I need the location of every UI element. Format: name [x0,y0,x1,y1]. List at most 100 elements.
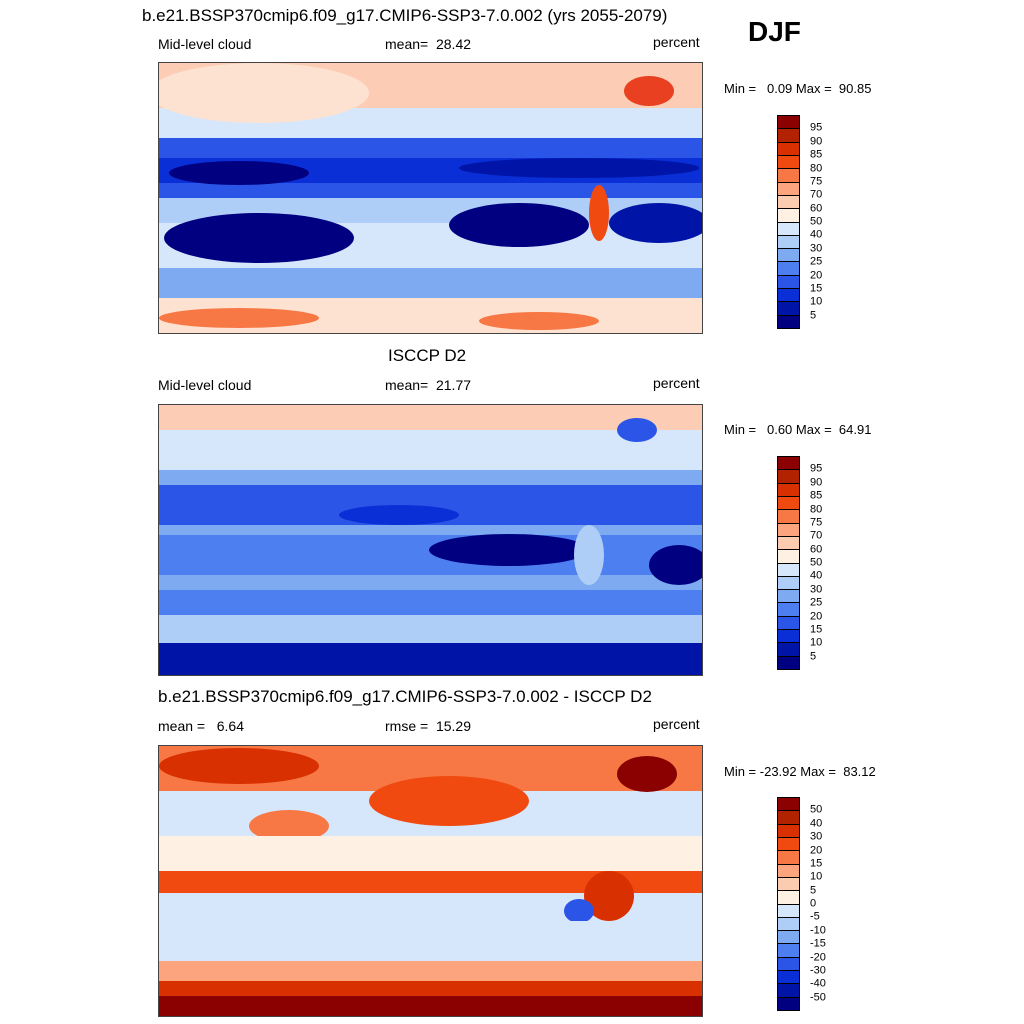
colorbar-box [778,496,799,511]
colorbar-level-label: -15 [810,937,826,950]
colorbar-box [778,470,799,484]
colorbar-level-label: 60 [810,543,823,556]
panel3-colorbar-labels: 50 40 30 20 15 10 5 0 -5 -10 -15 -20 -30 -40 -50 [810,797,850,1011]
colorbar-box [778,997,799,1010]
colorbar-box [778,249,799,263]
panel2-variable-label: Mid-level cloud [158,377,252,393]
panel2-title: ISCCP D2 [388,346,467,365]
colorbar-level-label: 95 [810,121,823,134]
colorbar-box [778,891,799,905]
colorbar-box [778,590,799,604]
colorbar-box [778,289,799,303]
colorbar-level-label: 40 [810,569,823,582]
colorbar-box [778,957,799,972]
colorbar-level-label: 15 [810,623,823,636]
colorbar-box [778,550,799,564]
panel3-map [158,745,703,1017]
panel1-mean-label: mean= 28.42 [385,36,472,52]
season-label: DJF [748,16,801,47]
colorbar-box [778,262,799,276]
colorbar-box [778,142,799,156]
colorbar-level-label: 75 [810,175,823,188]
colorbar-level-label: 60 [810,202,823,215]
colorbar-box [778,944,799,958]
panel1-minmax: Min = 0.09 Max = 90.85 [724,81,872,96]
colorbar-box [778,222,799,236]
panel1-variable-label: Mid-level cloud [158,36,252,52]
panel3-rmse-label: rmse = 15.29 [385,718,471,734]
colorbar-box [778,116,799,130]
colorbar-box [778,656,799,669]
colorbar-level-label: 70 [810,529,823,542]
colorbar-level-label: 95 [810,462,823,475]
colorbar-box [778,798,799,812]
colorbar-box [778,275,799,290]
colorbar-box [778,984,799,998]
colorbar-level-label: 10 [810,295,823,308]
colorbar-box [778,971,799,985]
colorbar-box [778,824,799,838]
colorbar-level-label: -30 [810,964,826,977]
colorbar-box [778,129,799,143]
colorbar-level-label: 5 [810,650,817,663]
colorbar-level-label: 80 [810,503,823,515]
colorbar-level-label: 70 [810,188,823,201]
colorbar-box [778,209,799,223]
colorbar-level-label: 0 [810,897,817,910]
colorbar-level-label: 40 [810,228,823,241]
panel1-title: b.e21.BSSP370cmip6.f09_g17.CMIP6-SSP3-7.… [142,6,668,25]
colorbar-box [778,235,799,250]
colorbar-box [778,483,799,497]
colorbar-box [778,603,799,617]
colorbar-level-label: 25 [810,255,823,268]
panel3-mean-label: mean = 6.64 [158,718,245,734]
colorbar-level-label: 50 [810,556,823,569]
colorbar-level-label: 40 [810,817,823,830]
colorbar-level-label: 30 [810,583,823,596]
colorbar-box [778,643,799,657]
colorbar-level-label: 10 [810,636,823,649]
colorbar-level-label: 50 [810,803,823,816]
colorbar-box [778,457,799,471]
colorbar-box [778,510,799,524]
colorbar-box [778,931,799,945]
colorbar-box [778,851,799,865]
colorbar-level-label: -20 [810,951,826,963]
colorbar-level-label: 25 [810,596,823,609]
panel1-units-label: percent [653,34,700,50]
colorbar-level-label: -5 [810,910,820,923]
colorbar-box [778,523,799,537]
colorbar-level-label: 90 [810,135,823,148]
colorbar-level-label: 20 [810,844,823,856]
panel3-title: b.e21.BSSP370cmip6.f09_g17.CMIP6-SSP3-7.… [158,687,652,706]
panel2-mean-label: mean= 21.77 [385,377,472,393]
panel1-colorbar-labels: 95 90 85 80 75 70 60 50 40 30 25 20 15 10 5 [810,115,850,329]
panel3-colorbar [777,797,800,1011]
colorbar-box [778,315,799,328]
panel2-map [158,404,703,676]
colorbar-box [778,169,799,183]
colorbar-box [778,904,799,918]
panel3-units-label: percent [653,716,700,732]
panel2-minmax: Min = 0.60 Max = 64.91 [724,422,872,437]
colorbar-box [778,536,799,551]
colorbar-level-label: 30 [810,830,823,843]
panel2-colorbar-labels: 95 90 85 80 75 70 60 50 40 30 25 20 15 10 5 [810,456,850,670]
colorbar-level-label: -50 [810,991,826,1004]
colorbar-box [778,195,799,210]
colorbar-level-label: 85 [810,148,823,161]
colorbar-level-label: 75 [810,516,823,529]
colorbar-box [778,811,799,825]
colorbar-level-label: -10 [810,924,826,937]
colorbar-box [778,155,799,170]
colorbar-level-label: 15 [810,857,823,870]
colorbar-box [778,864,799,878]
colorbar-level-label: 20 [810,269,823,281]
panel1-map [158,62,703,334]
colorbar-level-label: 80 [810,162,823,174]
colorbar-level-label: -40 [810,977,826,990]
colorbar-box [778,877,799,892]
colorbar-box [778,917,799,932]
colorbar-box [778,576,799,591]
colorbar-box [778,630,799,644]
